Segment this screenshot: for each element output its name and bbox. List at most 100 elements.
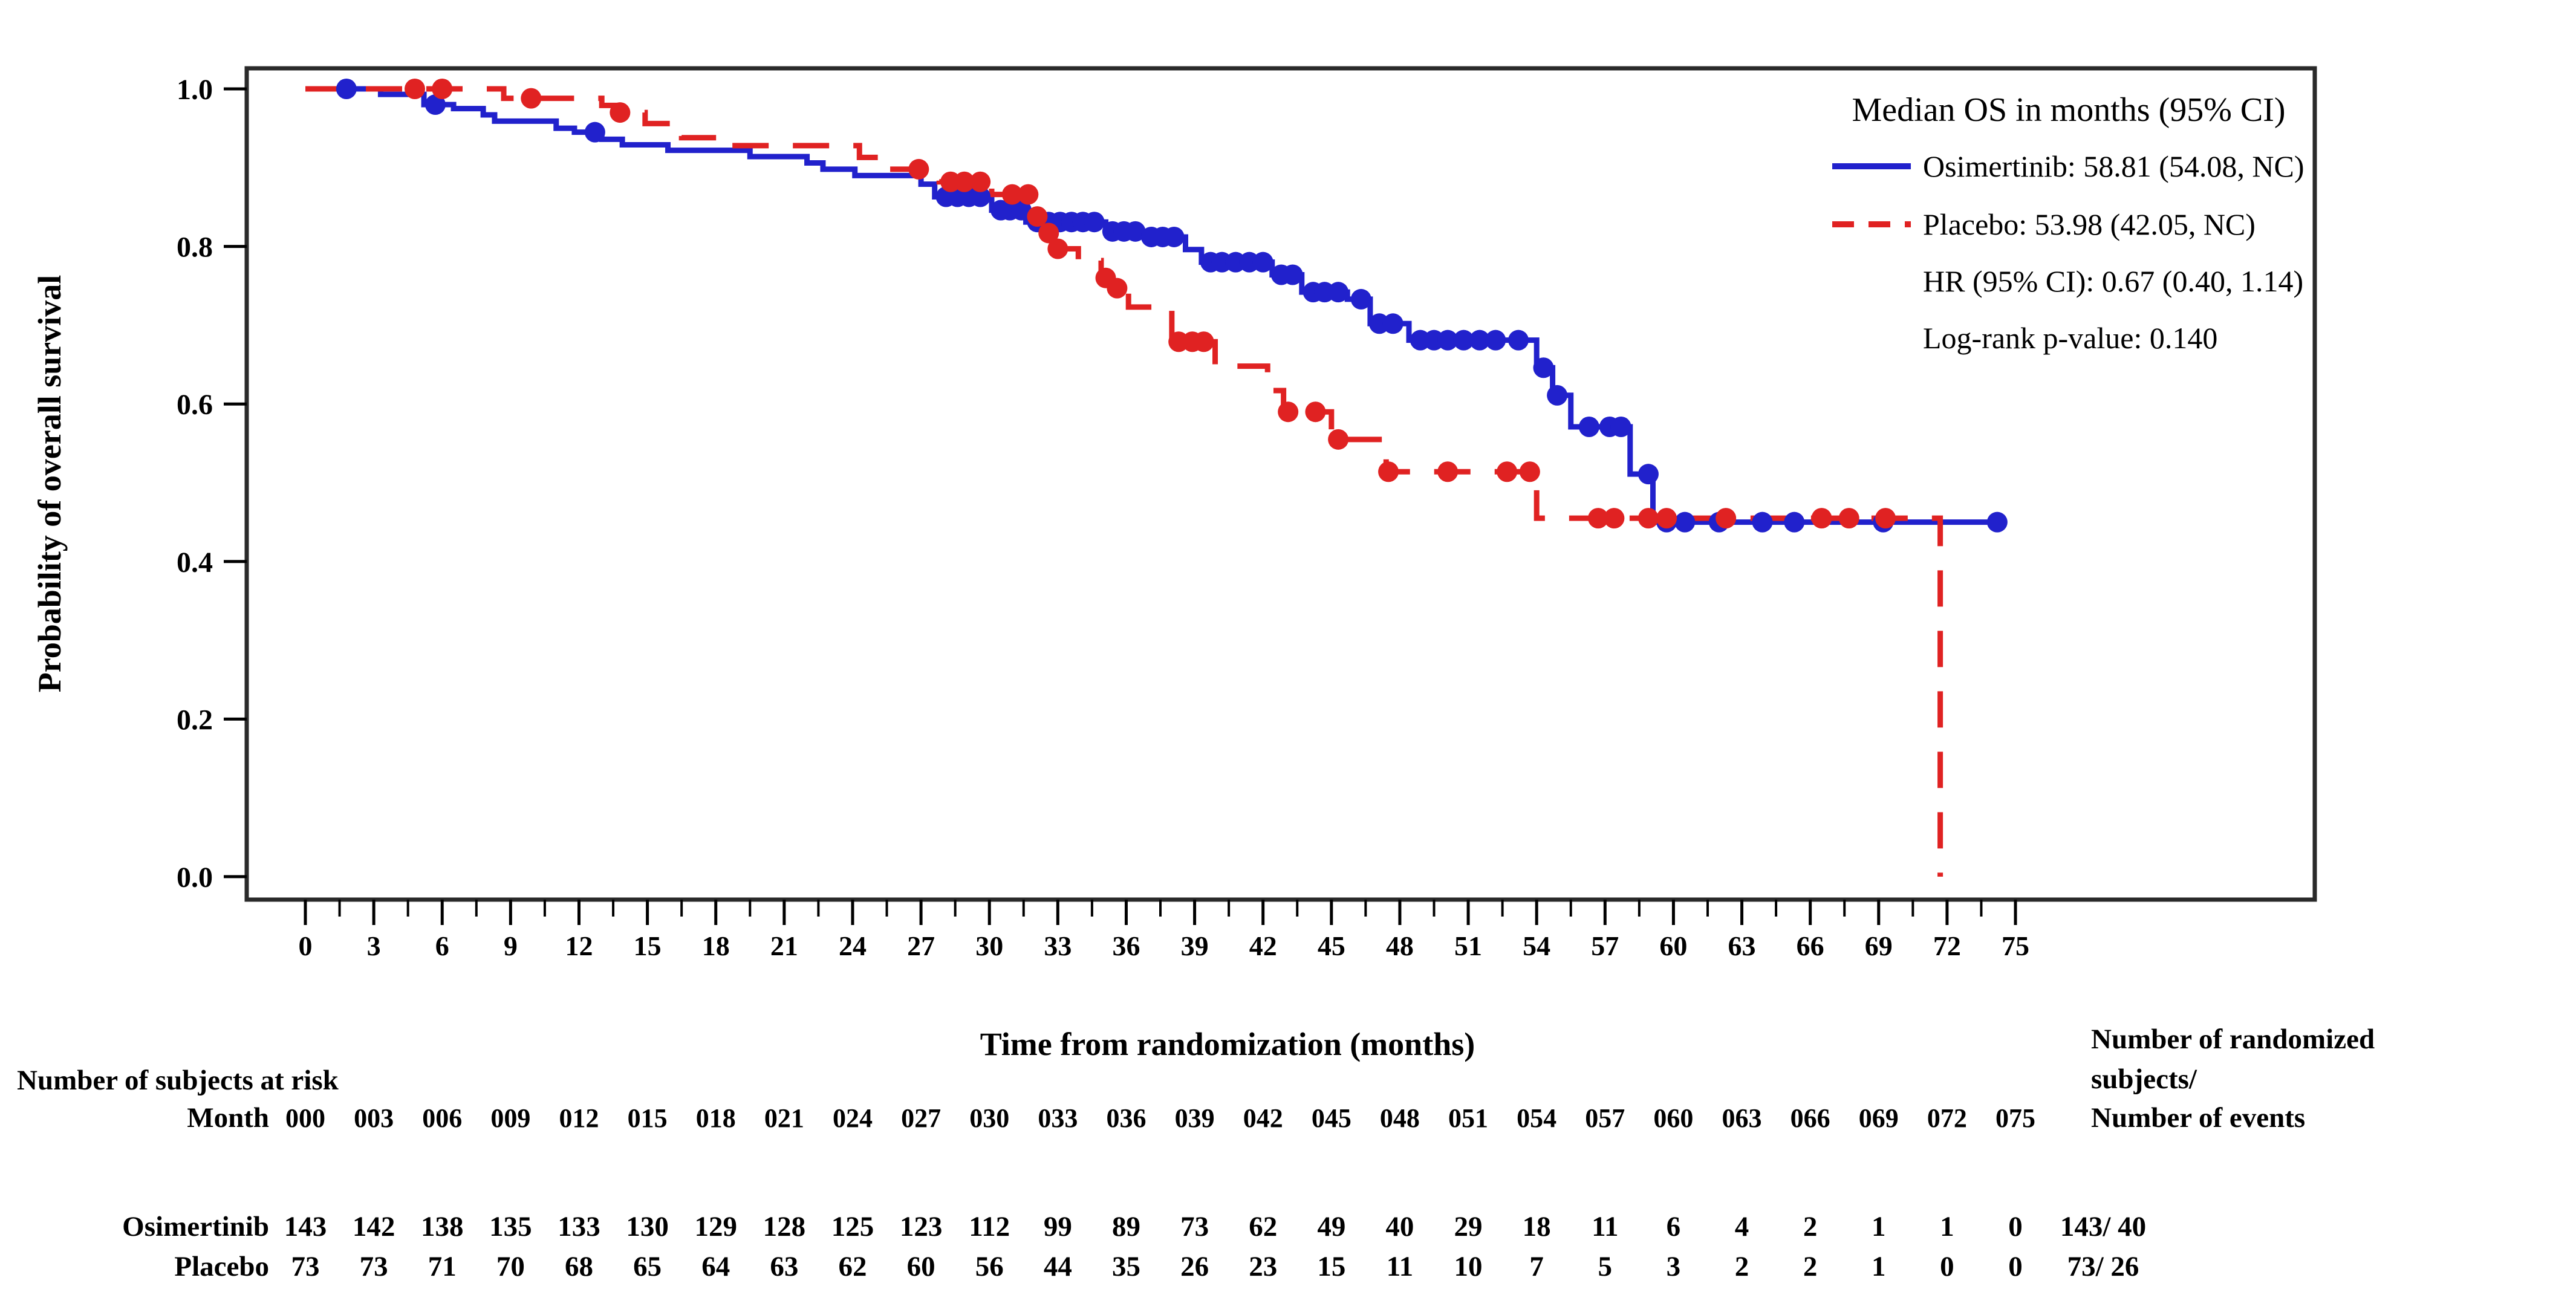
censor-mark-placebo	[1193, 331, 1214, 352]
risk-cell-osimertinib: 4	[1735, 1211, 1749, 1242]
risk-cell-osimertinib: 143	[284, 1211, 327, 1242]
month-cell: 003	[354, 1103, 394, 1133]
censor-mark-placebo	[1107, 278, 1128, 299]
censor-mark-placebo	[1497, 461, 1518, 482]
x-tick-label: 42	[1249, 930, 1277, 961]
x-tick-label: 21	[770, 930, 798, 961]
month-cell: 024	[833, 1103, 873, 1133]
month-cell: 042	[1243, 1103, 1283, 1133]
x-tick-label: 69	[1865, 930, 1893, 961]
censor-mark-osimertinib	[424, 94, 446, 115]
x-tick-label: 9	[504, 930, 518, 961]
right-header-line3: Number of events	[2091, 1102, 2305, 1134]
month-cell: 057	[1585, 1103, 1625, 1133]
month-cell: 018	[696, 1103, 736, 1133]
y-tick-label: 0.0	[177, 862, 213, 894]
y-tick-label: 0.2	[177, 704, 213, 736]
month-cell: 066	[1791, 1103, 1830, 1133]
censor-mark-osimertinib	[1282, 264, 1303, 285]
legend: Median OS in months (95% CI) Osimertinib…	[1832, 91, 2304, 355]
month-cell: 030	[969, 1103, 1009, 1133]
risk-cell-placebo: 2	[1803, 1251, 1818, 1282]
legend-label-placebo: Placebo: 53.98 (42.05, NC)	[1923, 207, 2256, 241]
month-cell: 036	[1106, 1103, 1146, 1133]
risk-cell-placebo: 64	[701, 1251, 730, 1282]
risk-table-values: 143 142 138 135 133 130 129 128 125 123 112 99 89 73 6…	[284, 1211, 2023, 1282]
x-tick-label: 66	[1797, 930, 1824, 961]
risk-summary-osimertinib: 143/ 40	[2060, 1211, 2146, 1242]
risk-cell-osimertinib: 99	[1044, 1211, 1072, 1242]
censor-mark-osimertinib	[1252, 252, 1273, 273]
censor-mark-placebo	[1519, 461, 1540, 482]
censor-mark-osimertinib	[1485, 329, 1506, 351]
censor-mark-placebo	[1038, 222, 1059, 244]
risk-cell-osimertinib: 135	[489, 1211, 532, 1242]
censor-mark-osimertinib	[1986, 511, 2008, 533]
censor-mark-osimertinib	[1533, 357, 1554, 378]
risk-cell-osimertinib: 133	[558, 1211, 600, 1242]
risk-cell-placebo: 5	[1598, 1251, 1613, 1282]
risk-cell-osimertinib: 123	[900, 1211, 943, 1242]
month-cell: 054	[1517, 1103, 1556, 1133]
survival-curves	[305, 79, 2008, 877]
censor-mark-placebo	[1001, 184, 1023, 205]
censor-mark-osimertinib	[1469, 329, 1490, 351]
month-cell: 033	[1038, 1103, 1078, 1133]
x-tick-label: 0	[299, 930, 313, 961]
censor-mark-osimertinib	[1578, 416, 1599, 437]
risk-cell-osimertinib: 112	[969, 1211, 1010, 1242]
risk-cell-placebo: 0	[2008, 1251, 2023, 1282]
censor-mark-placebo	[908, 158, 929, 180]
risk-cell-osimertinib: 130	[626, 1211, 669, 1242]
censor-mark-placebo	[1716, 508, 1737, 529]
x-tick-label: 24	[839, 930, 867, 961]
x-tick-label: 3	[367, 930, 381, 961]
km-curve-placebo	[305, 86, 1943, 877]
x-axis-title: Time from randomization (months)	[980, 1026, 1475, 1062]
month-cell: 006	[422, 1103, 462, 1133]
risk-table-month-label: Month	[187, 1102, 269, 1134]
risk-cell-osimertinib: 6	[1667, 1211, 1681, 1242]
risk-cell-placebo: 26	[1180, 1251, 1209, 1282]
censor-mark-placebo	[970, 171, 991, 192]
risk-cell-placebo: 70	[496, 1251, 525, 1282]
month-cell: 015	[628, 1103, 668, 1133]
risk-cell-placebo: 3	[1667, 1251, 1681, 1282]
km-curve-osimertinib	[305, 86, 2000, 525]
censor-mark-placebo	[1811, 508, 1832, 529]
risk-cell-placebo: 2	[1735, 1251, 1749, 1282]
month-cell: 045	[1312, 1103, 1351, 1133]
x-tick-label: 39	[1181, 930, 1209, 961]
x-tick-label: 30	[975, 930, 1003, 961]
risk-cell-osimertinib: 1	[1940, 1211, 1954, 1242]
y-tick-label: 0.8	[177, 232, 213, 264]
censor-mark-osimertinib	[1163, 226, 1185, 247]
censor-mark-osimertinib	[1752, 511, 1773, 533]
legend-annotation-pvalue: Log-rank p-value: 0.140	[1923, 321, 2217, 355]
censor-mark-placebo	[1378, 461, 1399, 482]
censor-mark-placebo	[1875, 508, 1896, 529]
month-cell: 069	[1859, 1103, 1899, 1133]
x-tick-label: 15	[634, 930, 662, 961]
month-cell: 009	[490, 1103, 530, 1133]
month-cell: 060	[1653, 1103, 1693, 1133]
censor-mark-placebo	[1838, 508, 1859, 529]
censor-mark-placebo	[432, 79, 453, 99]
risk-summary-placebo: 73/ 26	[2067, 1251, 2139, 1282]
censor-mark-osimertinib	[1610, 416, 1631, 437]
censor-mark-placebo	[954, 171, 975, 192]
risk-cell-osimertinib: 62	[1249, 1211, 1277, 1242]
risk-cell-placebo: 68	[565, 1251, 593, 1282]
x-tick-label: 75	[2002, 930, 2029, 961]
x-tick-label: 18	[702, 930, 730, 961]
censor-mark-placebo	[1656, 508, 1677, 529]
x-tick-label: 45	[1318, 930, 1345, 961]
risk-cell-osimertinib: 129	[694, 1211, 737, 1242]
risk-cell-placebo: 56	[975, 1251, 1004, 1282]
x-tick-label: 51	[1454, 930, 1482, 961]
y-tick-label: 1.0	[177, 74, 213, 106]
y-tick-label: 0.4	[177, 547, 213, 579]
risk-table: Number of subjects at risk Month 000 003 0…	[17, 1024, 2375, 1282]
censor-mark-placebo	[521, 88, 542, 109]
censor-mark-osimertinib	[1437, 329, 1459, 351]
